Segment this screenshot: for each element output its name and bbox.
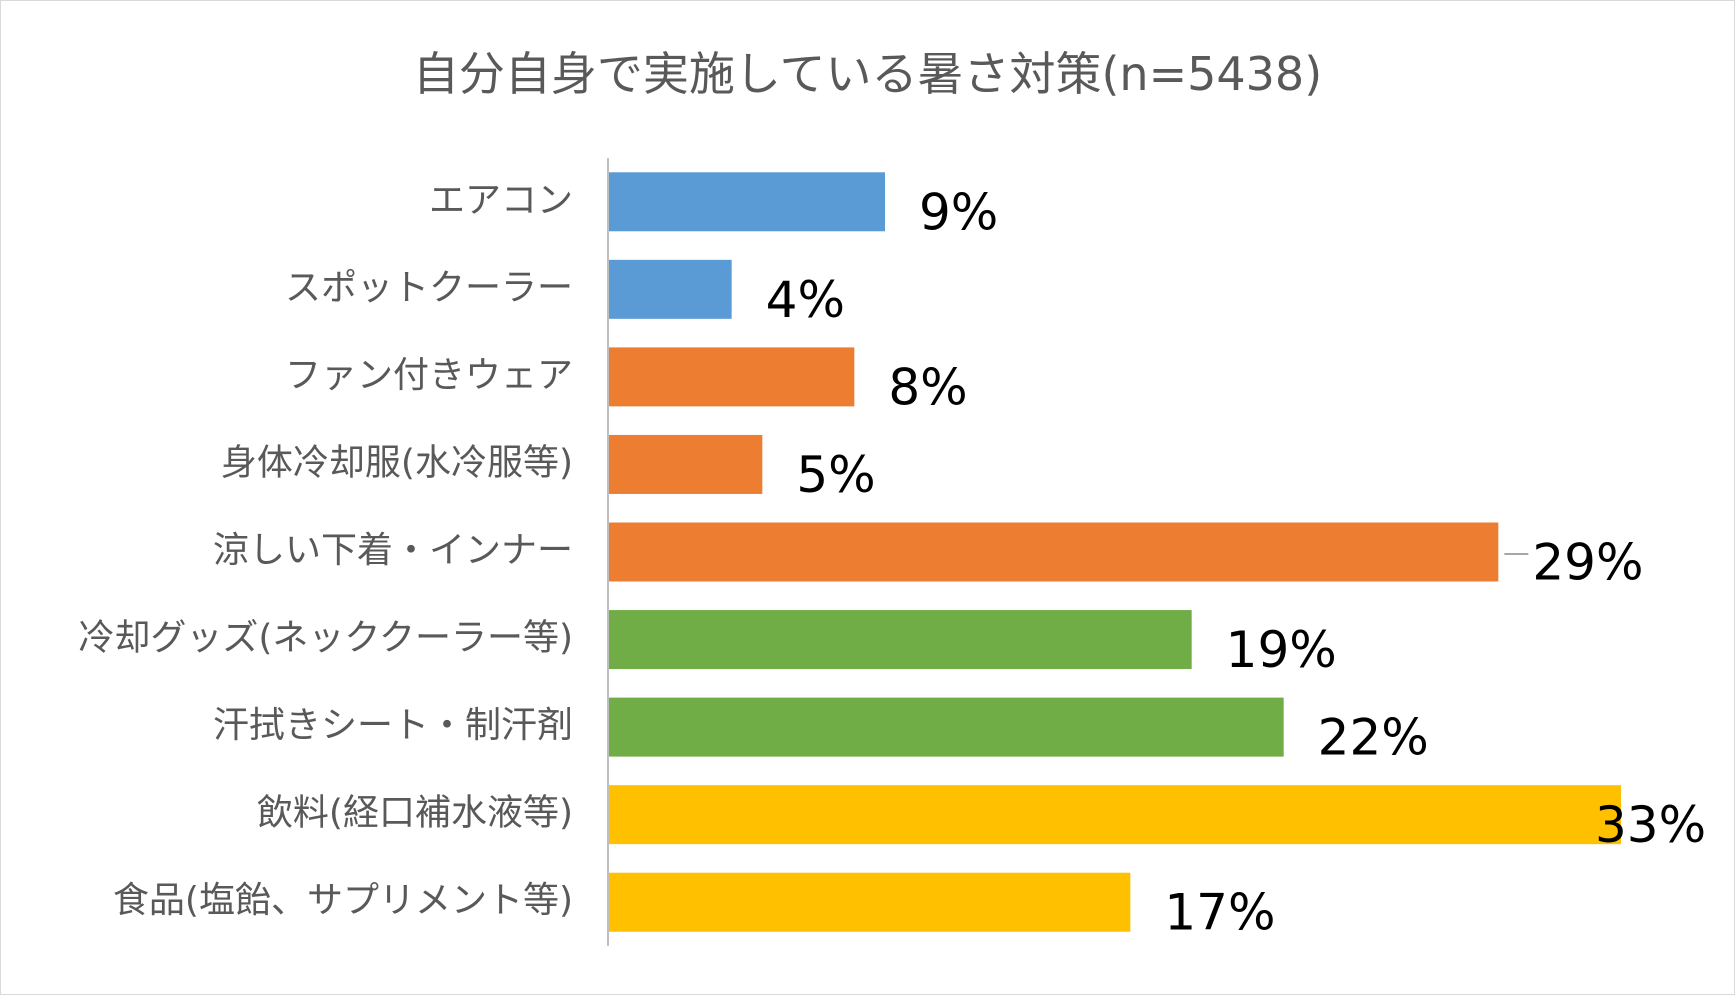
bar-6 xyxy=(609,610,1192,670)
bar-8 xyxy=(609,785,1621,845)
bar-2 xyxy=(609,259,732,319)
category-label-2: スポットクーラー xyxy=(285,267,573,308)
value-label-8: 33% xyxy=(1595,796,1706,854)
bar-5 xyxy=(609,522,1499,582)
bar-4 xyxy=(609,434,763,494)
category-label-6: 冷却グッズ(ネッククーラー等) xyxy=(78,618,573,659)
category-label-7: 汗拭きシート・制汗剤 xyxy=(213,705,573,746)
category-label-1: エアコン xyxy=(429,180,573,221)
category-label-8: 飲料(経口補水液等) xyxy=(257,793,573,834)
value-label-5: 29% xyxy=(1532,534,1643,592)
value-label-2: 4% xyxy=(766,271,845,329)
value-label-3: 8% xyxy=(888,358,967,416)
bar-1 xyxy=(609,172,885,232)
chart-title: 自分自身で実施している暑さ対策(n=5438) xyxy=(412,47,1323,101)
value-label-9: 17% xyxy=(1164,884,1275,942)
value-label-4: 5% xyxy=(796,446,875,504)
value-label-1: 9% xyxy=(919,183,998,241)
bar-9 xyxy=(609,872,1131,932)
category-label-3: ファン付きウェア xyxy=(285,355,573,396)
value-label-7: 22% xyxy=(1318,709,1429,767)
bar-3 xyxy=(609,347,855,407)
category-label-5: 涼しい下着・インナー xyxy=(213,530,573,571)
bar-7 xyxy=(609,697,1284,757)
value-label-6: 19% xyxy=(1226,621,1337,679)
category-label-9: 食品(塩飴、サプリメント等) xyxy=(113,880,573,921)
category-label-4: 身体冷却服(水冷服等) xyxy=(221,442,573,483)
